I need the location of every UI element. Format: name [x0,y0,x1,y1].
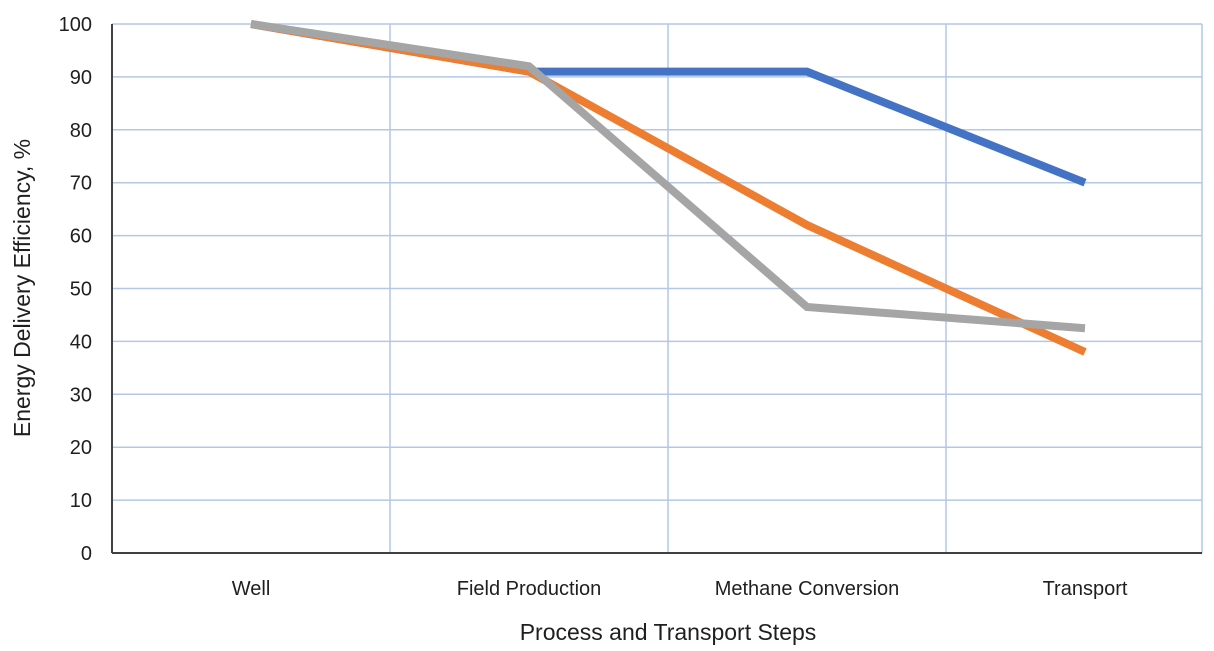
y-tick-label: 60 [70,226,92,248]
series-line-3 [250,20,1086,333]
y-axis-title: Energy Delivery Efficiency, % [9,139,35,437]
y-tick-label: 30 [70,384,92,406]
y-tick-label: 10 [70,490,92,512]
x-tick-label: Methane Conversion [715,578,900,600]
x-tick-label: Transport [1043,578,1128,600]
grid [112,23,1203,553]
y-tick-labels: 0 10 20 30 40 50 60 70 80 90 100 [59,14,92,565]
y-tick-label: 40 [70,331,92,353]
x-axis-title: Process and Transport Steps [520,619,817,645]
y-tick-label: 90 [70,67,92,89]
x-tick-label: Well [232,578,271,600]
x-tick-labels: Well Field Production Methane Conversion Tr… [232,578,1128,600]
y-tick-label: 50 [70,279,92,301]
y-tick-label: 70 [70,173,92,195]
y-tick-label: 80 [70,120,92,142]
y-tick-label: 20 [70,437,92,459]
axes [111,24,1202,554]
y-tick-label: 0 [81,543,92,565]
y-tick-label: 100 [59,14,92,36]
x-tick-label: Field Production [457,578,602,600]
series-lines [250,20,1087,356]
